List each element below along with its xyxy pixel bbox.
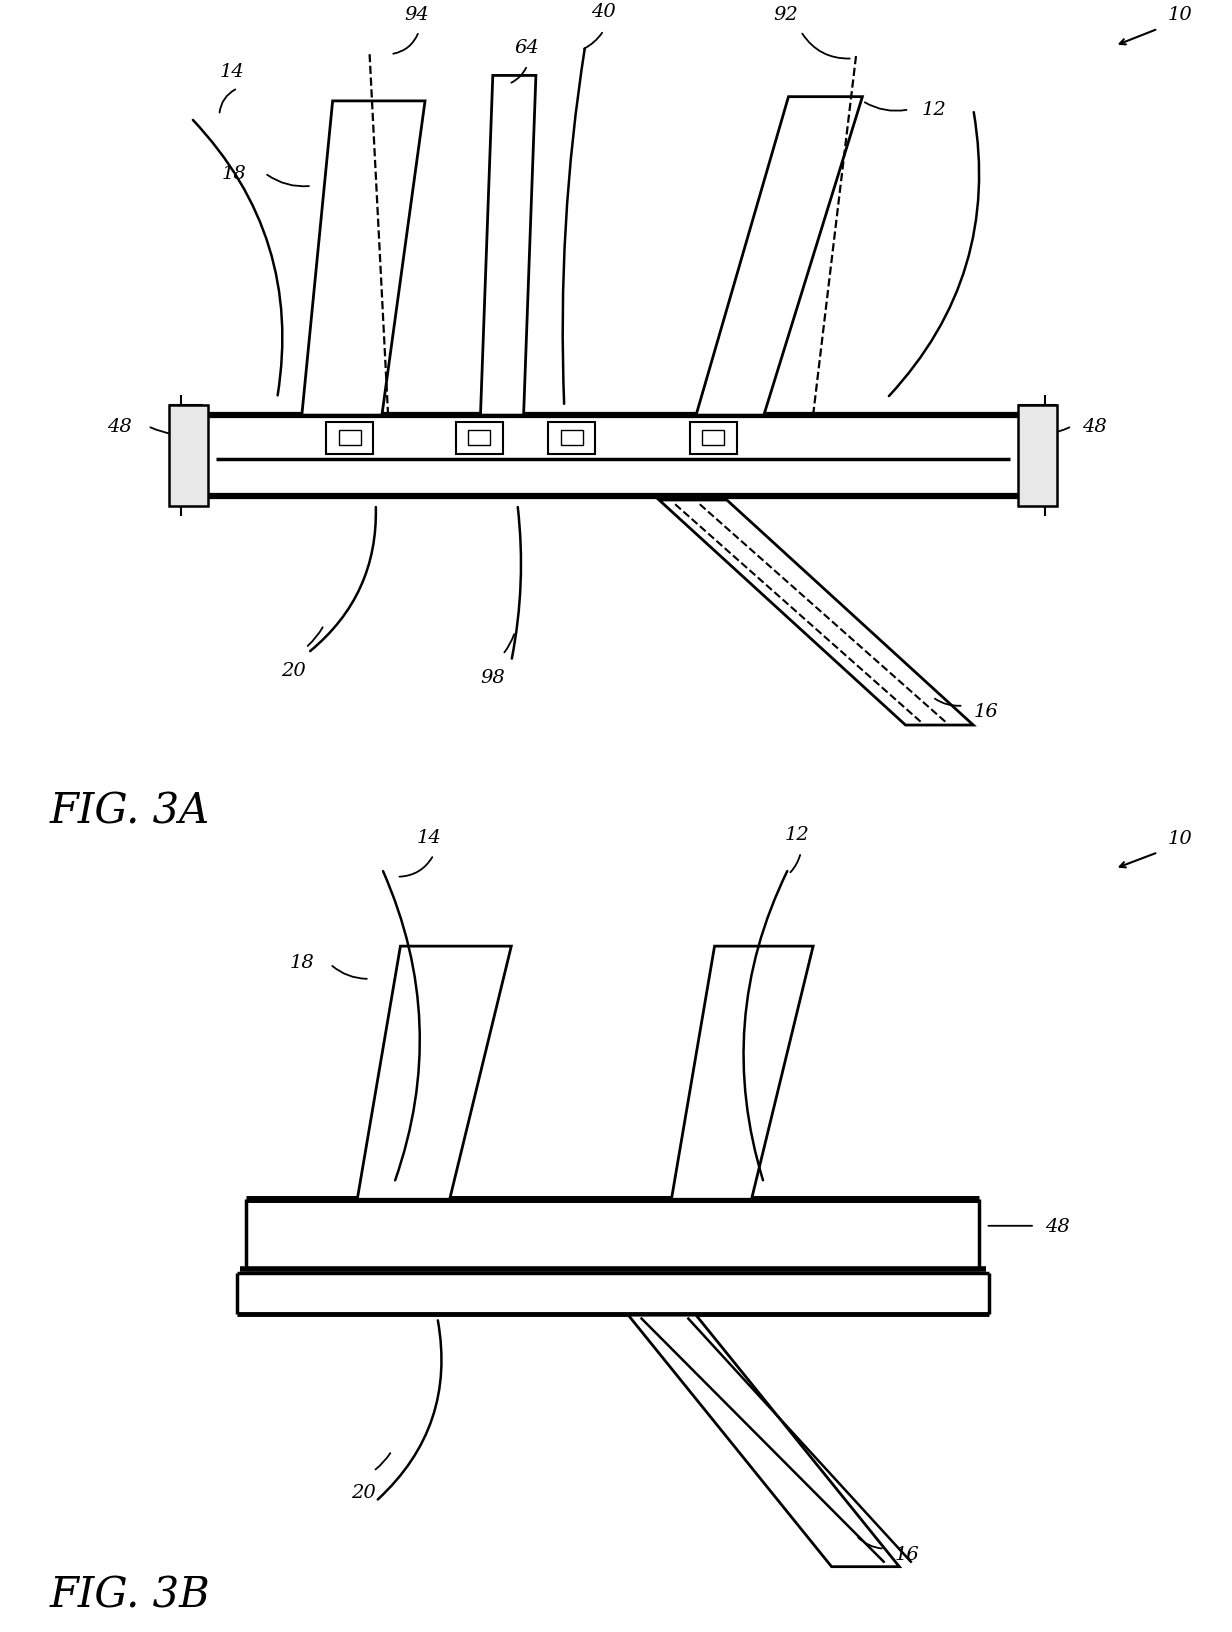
Polygon shape bbox=[671, 947, 813, 1200]
Text: 40: 40 bbox=[591, 3, 616, 21]
Polygon shape bbox=[302, 101, 425, 416]
Text: 20: 20 bbox=[281, 663, 306, 681]
Text: 18: 18 bbox=[222, 165, 246, 183]
Bar bbox=[339, 431, 361, 446]
Text: FIG. 3A: FIG. 3A bbox=[49, 790, 209, 832]
Text: 94: 94 bbox=[404, 7, 429, 24]
Bar bbox=[702, 431, 724, 446]
Text: 14: 14 bbox=[219, 62, 244, 80]
Bar bbox=[690, 423, 737, 455]
Bar bbox=[169, 406, 208, 506]
Text: 98: 98 bbox=[480, 669, 505, 687]
Text: 10: 10 bbox=[1168, 829, 1193, 847]
Bar bbox=[548, 423, 595, 455]
Bar bbox=[1018, 406, 1057, 506]
Polygon shape bbox=[696, 98, 862, 416]
Text: 12: 12 bbox=[922, 101, 946, 119]
Text: 64: 64 bbox=[515, 39, 540, 57]
Text: 16: 16 bbox=[894, 1546, 919, 1563]
Bar bbox=[468, 431, 490, 446]
Text: 12: 12 bbox=[785, 826, 809, 844]
Text: 16: 16 bbox=[973, 702, 998, 720]
Text: 48: 48 bbox=[107, 418, 132, 436]
Bar bbox=[237, 1273, 989, 1314]
Text: 20: 20 bbox=[351, 1483, 376, 1501]
Bar bbox=[456, 423, 503, 455]
Bar bbox=[561, 431, 583, 446]
Text: 48: 48 bbox=[1082, 418, 1106, 436]
Polygon shape bbox=[659, 501, 973, 726]
Text: FIG. 3B: FIG. 3B bbox=[49, 1573, 209, 1616]
Text: 10: 10 bbox=[1168, 7, 1193, 24]
Bar bbox=[326, 423, 373, 455]
Text: 92: 92 bbox=[774, 7, 798, 24]
Polygon shape bbox=[480, 77, 536, 416]
Polygon shape bbox=[357, 947, 511, 1200]
Polygon shape bbox=[628, 1315, 899, 1567]
Text: 18: 18 bbox=[290, 953, 314, 973]
Text: 14: 14 bbox=[416, 827, 441, 845]
Text: 48: 48 bbox=[1045, 1217, 1069, 1235]
